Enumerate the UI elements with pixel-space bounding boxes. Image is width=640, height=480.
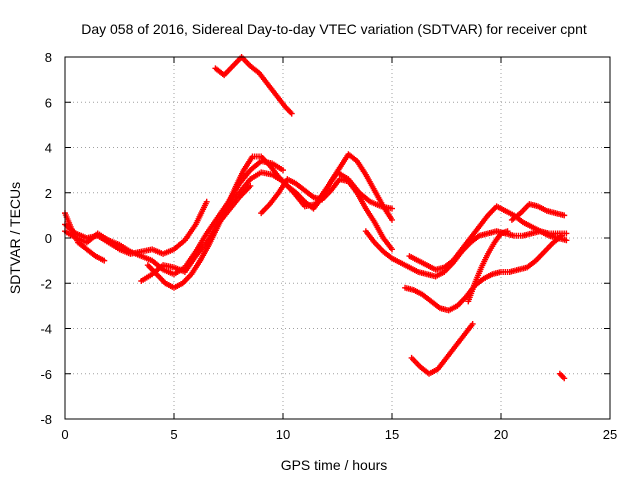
- series-arc9: [362, 228, 570, 280]
- x-tick-label: 10: [276, 427, 290, 442]
- data-point: [563, 237, 570, 244]
- data-point: [280, 167, 286, 174]
- x-tick-label: 20: [494, 427, 508, 442]
- series-arc8: [258, 176, 395, 253]
- series-arc14: [508, 201, 568, 223]
- y-tick-label: -2: [40, 276, 52, 291]
- data-point: [559, 232, 566, 239]
- data-point: [563, 230, 570, 237]
- y-tick-label: 0: [45, 231, 52, 246]
- y-tick-label: -8: [40, 412, 52, 427]
- y-tick-label: 2: [45, 186, 52, 201]
- data-point: [203, 198, 210, 205]
- plot-frame: [64, 56, 611, 420]
- chart-title: Day 058 of 2016, Sidereal Day-to-day VTE…: [81, 21, 587, 37]
- data-point: [389, 205, 395, 212]
- data-point: [389, 216, 395, 223]
- series-arc13: [465, 228, 511, 305]
- y-tick-label: 6: [45, 95, 52, 110]
- x-tick-label: 0: [61, 427, 68, 442]
- data-point: [561, 212, 568, 219]
- grid-lines: [65, 57, 610, 419]
- data-point: [389, 246, 395, 253]
- x-tick-labels: 0 5 10 15 20 25: [61, 427, 617, 442]
- data-point: [247, 182, 254, 189]
- data-point: [504, 228, 511, 235]
- series-arc12: [408, 320, 476, 377]
- data-points: [62, 54, 570, 382]
- x-tick-label: 5: [170, 427, 177, 442]
- series-arc15: [556, 370, 568, 382]
- data-point: [561, 375, 568, 382]
- series-arc6: [212, 54, 295, 117]
- y-tick-labels: -8 -6 -4 -2 0 2 4 6 8: [40, 50, 52, 427]
- x-axis-label: GPS time / hours: [281, 457, 388, 473]
- y-tick-label: -4: [40, 322, 52, 337]
- data-point: [469, 320, 476, 327]
- y-axis-label: SDTVAR / TECUs: [7, 182, 23, 294]
- x-tick-label: 15: [385, 427, 399, 442]
- y-tick-label: 8: [45, 50, 52, 65]
- series-arc10: [406, 203, 570, 273]
- data-point: [101, 257, 108, 264]
- data-point: [288, 110, 295, 117]
- y-tick-label: -6: [40, 367, 52, 382]
- x-tick-label: 25: [603, 427, 617, 442]
- y-tick-label: 4: [45, 141, 52, 156]
